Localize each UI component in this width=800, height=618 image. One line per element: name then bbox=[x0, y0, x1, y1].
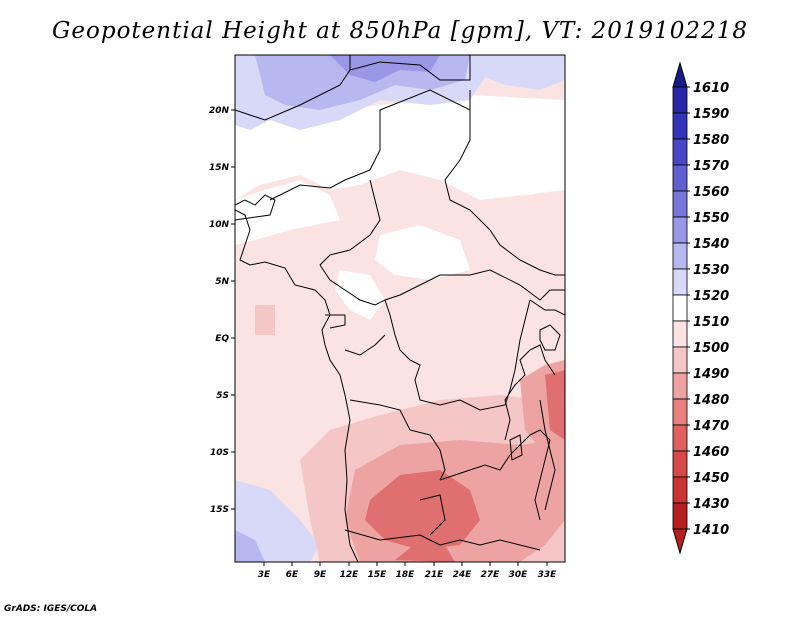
blue-southwest bbox=[235, 530, 265, 562]
sahara-borders bbox=[235, 55, 471, 121]
guinea-border bbox=[235, 194, 276, 221]
uganda-border bbox=[529, 299, 565, 316]
colorbar-label: 1450 bbox=[693, 471, 729, 486]
colorbar-segment bbox=[672, 268, 688, 296]
colorbar-segment bbox=[672, 372, 688, 400]
lake-mweru bbox=[509, 434, 523, 461]
colorbar-label: 1590 bbox=[693, 107, 729, 122]
colorbar-label: 1520 bbox=[693, 289, 729, 304]
deep-blue-north bbox=[330, 55, 440, 82]
zambia-border bbox=[439, 429, 551, 521]
colorbar-label: 1490 bbox=[693, 367, 729, 382]
lon-label-3e: 3E bbox=[258, 570, 271, 580]
lon-label-33e: 33E bbox=[538, 570, 558, 580]
lon-label-21e: 21E bbox=[425, 570, 445, 580]
colorbar-label: 1500 bbox=[693, 341, 729, 356]
white-region-west bbox=[235, 180, 340, 245]
white-region-sudan bbox=[470, 145, 565, 195]
lon-label-9e: 9E bbox=[314, 570, 327, 580]
lon-label-24e: 24E bbox=[453, 570, 473, 580]
colorbar-segment bbox=[672, 294, 688, 322]
colorbar-label: 1530 bbox=[693, 263, 729, 278]
geopotential-field bbox=[235, 55, 565, 562]
longitude-axis: 3E 6E 9E 12E 15E 18E 21E 24E 27E 30E 33E bbox=[258, 562, 557, 580]
white-region-central bbox=[375, 225, 470, 280]
colorbar-segment bbox=[672, 450, 688, 478]
colorbar-segment bbox=[672, 424, 688, 452]
map-frame bbox=[234, 54, 566, 563]
lat-label-10s: 10S bbox=[210, 448, 229, 458]
colorbar-label: 1540 bbox=[693, 237, 729, 252]
lon-label-6e: 6E bbox=[286, 570, 299, 580]
namibia-botswana-border bbox=[344, 529, 541, 551]
latitude-axis: 20N 15N 10N 5N EQ 5S 10S 15S bbox=[209, 106, 235, 515]
lake-victoria bbox=[539, 324, 561, 351]
lat-label-5n: 5N bbox=[215, 277, 229, 287]
red-core-south bbox=[365, 470, 480, 550]
white-region-cameroon bbox=[335, 270, 385, 320]
angola-north-border bbox=[349, 399, 446, 481]
colorbar-bottom-arrow bbox=[672, 528, 688, 555]
colorbar-segment bbox=[672, 164, 688, 192]
eq-guinea-border bbox=[325, 314, 346, 329]
colorbar-segment bbox=[672, 320, 688, 348]
colorbar-segment bbox=[672, 86, 688, 114]
lat-label-20n: 20N bbox=[209, 106, 230, 116]
colorbar-segment bbox=[672, 398, 688, 426]
colorbar-label: 1580 bbox=[693, 133, 729, 148]
malawi-border bbox=[539, 399, 556, 511]
gabon-border bbox=[344, 334, 386, 356]
colorbar-label: 1480 bbox=[693, 393, 729, 408]
lat-label-10n: 10N bbox=[209, 220, 230, 230]
colorbar-segment bbox=[672, 112, 688, 140]
colorbar-label: 1470 bbox=[693, 419, 729, 434]
pink-patch-west bbox=[255, 305, 275, 335]
colorbar-label: 1460 bbox=[693, 445, 729, 460]
chad-sudan-border bbox=[444, 110, 565, 276]
map-title: Geopotential Height at 850hPa [gpm], VT:… bbox=[52, 18, 748, 44]
lat-label-eq: EQ bbox=[215, 334, 229, 344]
lon-label-18e: 18E bbox=[396, 570, 416, 580]
colorbar-label: 1410 bbox=[693, 523, 729, 538]
lake-tanganyika-region bbox=[504, 344, 556, 441]
colorbar-label: 1510 bbox=[693, 315, 729, 330]
lat-label-5s: 5S bbox=[216, 391, 229, 401]
credit-text: GrADS: IGES/COLA bbox=[4, 604, 98, 614]
colorbar-label: 1550 bbox=[693, 211, 729, 226]
colorbar-segment bbox=[672, 216, 688, 244]
car-borders bbox=[319, 179, 565, 306]
colorbar-label: 1560 bbox=[693, 185, 729, 200]
colorbar-segment bbox=[672, 242, 688, 270]
congo-drc-borders bbox=[384, 299, 531, 411]
lat-label-15s: 15S bbox=[210, 505, 229, 515]
lat-label-15n: 15N bbox=[209, 163, 230, 173]
country-borders bbox=[235, 55, 565, 562]
colorbar-label: 1610 bbox=[693, 81, 729, 96]
colorbar-segment bbox=[672, 138, 688, 166]
colorbar-label: 1570 bbox=[693, 159, 729, 174]
colorbar-segment bbox=[672, 346, 688, 374]
lon-label-15e: 15E bbox=[368, 570, 388, 580]
caprivi-border bbox=[419, 494, 446, 536]
pale-blue-northeast bbox=[470, 55, 565, 90]
lon-label-27e: 27E bbox=[481, 570, 501, 580]
colorbar-segment bbox=[672, 190, 688, 218]
colorbar-label: 1430 bbox=[693, 497, 729, 512]
red-east bbox=[545, 370, 565, 440]
lon-label-12e: 12E bbox=[340, 570, 360, 580]
colorbar: 1610 1590 1580 1570 1560 1550 1540 1530 1520 1510… bbox=[672, 61, 729, 555]
lon-label-30e: 30E bbox=[509, 570, 529, 580]
sahel-border-1 bbox=[269, 89, 471, 201]
colorbar-segment bbox=[672, 476, 688, 504]
colorbar-top-arrow bbox=[672, 61, 688, 88]
pale-blue-southwest bbox=[235, 480, 320, 562]
colorbar-segment bbox=[672, 502, 688, 530]
